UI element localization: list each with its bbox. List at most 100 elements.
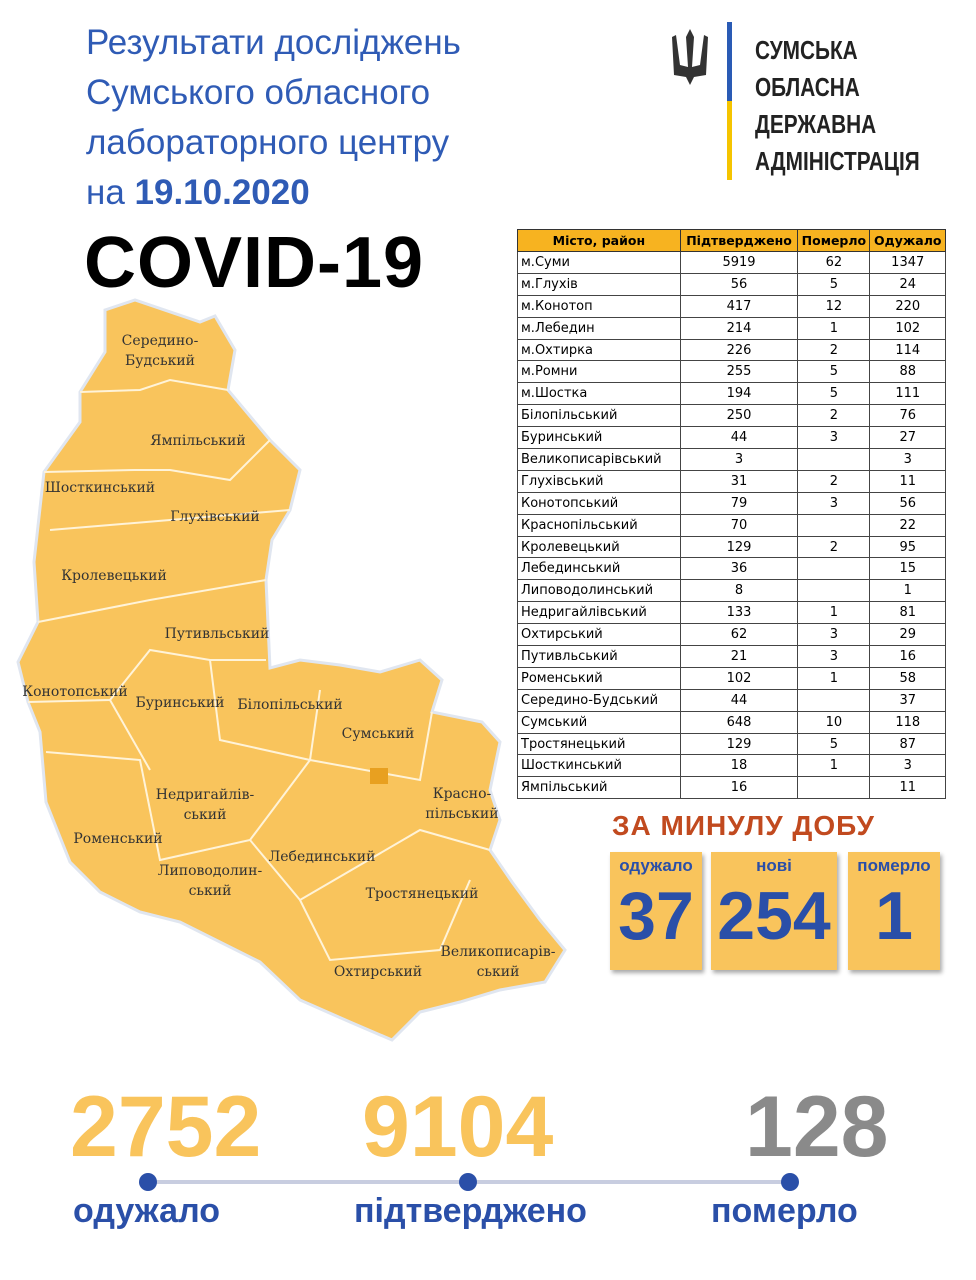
total-confirmed: 9104 [362,1079,554,1175]
timeline-dot [459,1173,477,1191]
table-cell: Ямпільський [517,776,681,800]
total-recovered: 2752 [70,1079,262,1175]
table-row: Глухівський 31 2 11 [517,469,946,493]
table-cell: Буринський [517,426,681,450]
page-title: Результати досліджень Сумського обласног… [86,23,461,212]
table-cell: 11 [869,776,946,800]
table-cell: 8 [679,579,799,603]
district-label: ський [477,964,520,980]
table-cell: Тростянецький [517,732,681,756]
table-row: Путивльський 21 3 16 [517,645,946,668]
table-cell: Глухівський [517,469,681,493]
table-cell: 3 [797,491,871,515]
district-label: Красно- [433,786,492,802]
table-cell: 36 [679,557,799,581]
table-cell: 3 [869,448,946,471]
table-row: Роменський 102 1 58 [517,666,946,690]
table-cell: 3 [797,645,871,668]
table-cell: 95 [869,535,946,559]
table-row: м.Лебедин 214 1 102 [517,316,946,340]
table-cell: 2 [797,535,871,559]
table-cell: 1 [797,666,871,690]
trident-icon [672,29,708,85]
district-table: Місто, район Підтверджено Померло Одужало м… [517,229,946,800]
table-row: Білопільський 250 2 76 [517,404,946,428]
table-row: м.Охтирка 226 2 114 [517,338,946,362]
covid-heading: COVID-19 [84,223,425,303]
table-cell: 2 [797,404,871,428]
region-map: Середино- Будський Ямпільський Шосткинський… [16,298,567,1042]
district-label: Білопільський [237,697,342,713]
table-cell: 44 [679,426,799,450]
district-label: Конотопський [22,684,127,700]
table-cell: 16 [869,645,946,668]
table-cell: 21 [679,645,799,668]
table-cell: 114 [869,338,946,362]
table-cell: 31 [679,469,799,493]
daily-new-card: нові 254 [711,852,837,970]
total-recovered-label: одужало [73,1192,220,1230]
table-cell: 1 [797,316,871,340]
table-row: Лебединський 36 15 [517,557,946,581]
table-cell: Білопільський [517,404,681,428]
table-cell: 3 [869,754,946,778]
district-label: Охтирський [334,964,422,980]
table-row: Липоводолинський 8 1 [517,579,946,603]
table-cell [797,513,871,537]
table-cell: 79 [679,491,799,515]
flag-bar [727,22,732,180]
table-cell: м.Лебедин [517,316,681,340]
table-cell: 10 [797,710,871,734]
table-cell: 12 [797,294,871,318]
timeline-dot [139,1173,157,1191]
table-cell: 417 [679,294,799,318]
total-died: 128 [745,1079,889,1175]
table-cell: 5919 [679,251,799,274]
table-row: м.Суми 5919 62 1347 [517,251,946,274]
column-header: Померло [797,229,871,252]
table-cell: м.Шостка [517,382,681,406]
table-cell: 250 [679,404,799,428]
table-cell: 27 [869,426,946,450]
table-cell [797,776,871,800]
table-cell: 3 [797,623,871,647]
table-cell [797,557,871,581]
district-label: ський [184,807,227,823]
administration-logo: СУМСЬКА ОБЛАСНА ДЕРЖАВНА АДМІНІСТРАЦІЯ [670,22,940,182]
table-cell: 16 [679,776,799,800]
region-shape [16,298,567,1042]
column-header: Одужало [869,229,946,252]
table-cell: 62 [679,623,799,647]
table-row: Конотопський 79 3 56 [517,491,946,515]
district-label: Путивльський [165,626,270,642]
district-label: Ямпільський [150,433,245,449]
table-row: Шосткинський 18 1 3 [517,754,946,778]
table-cell: 111 [869,382,946,406]
table-cell: Великописарівський [517,448,681,471]
table-cell: 70 [679,513,799,537]
sumy-city-marker [370,768,388,784]
table-cell: 194 [679,382,799,406]
table-row: м.Ромни 255 5 88 [517,360,946,384]
district-label: Недригайлів- [156,787,255,803]
table-cell: Краснопільський [517,513,681,537]
table-cell: 81 [869,601,946,625]
district-label: ський [189,883,232,899]
table-cell: 56 [679,272,799,296]
total-confirmed-label: підтверджено [354,1192,587,1230]
daily-recovered-card: одужало 37 [610,852,702,970]
district-label: Кролевецький [61,568,167,584]
table-cell: м.Глухів [517,272,681,296]
daily-died-card: померло 1 [848,852,940,970]
table-row: Ямпільський 16 11 [517,776,946,800]
table-cell: 5 [797,360,871,384]
table-cell: 5 [797,272,871,296]
table-cell: 1347 [869,251,946,274]
table-cell: 129 [679,535,799,559]
district-label: Буринський [135,695,224,711]
table-cell: 24 [869,272,946,296]
column-header: Підтверджено [679,229,799,252]
table-cell: 129 [679,732,799,756]
table-row: Краснопільський 70 22 [517,513,946,537]
district-label: Великописарів- [441,944,556,960]
